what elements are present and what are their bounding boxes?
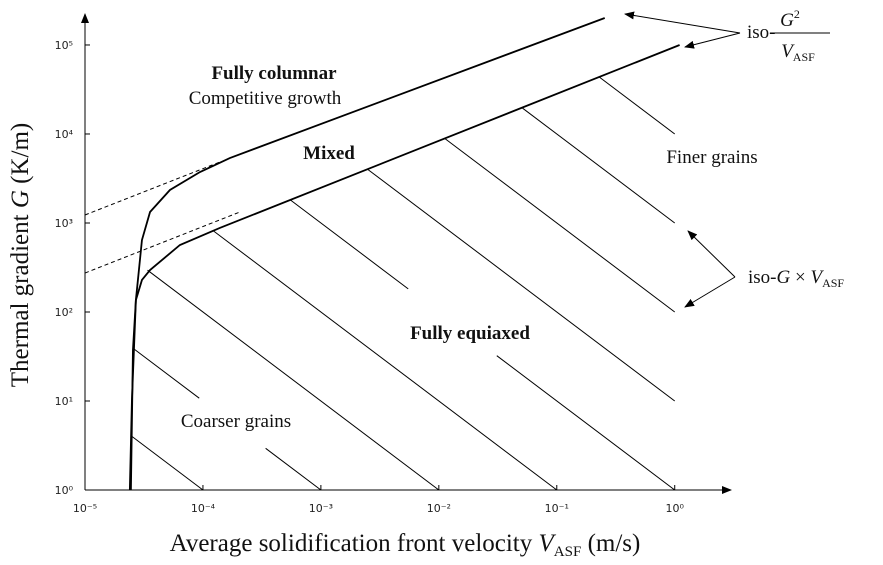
text: iso- bbox=[748, 267, 777, 288]
symbol: V bbox=[539, 530, 557, 557]
text: (K/m) bbox=[7, 123, 34, 190]
y-axis-label: Thermal gradient G (K/m) bbox=[7, 123, 34, 388]
annotation: Mixed bbox=[303, 143, 355, 164]
subscript: ASF bbox=[793, 50, 815, 64]
curve bbox=[130, 44, 680, 491]
curve bbox=[444, 137, 676, 313]
curve bbox=[213, 230, 558, 491]
x-tick-label: 10⁻⁵ bbox=[73, 502, 97, 515]
subscript: ASF bbox=[822, 276, 844, 290]
iso-denominator: VASF bbox=[781, 41, 815, 64]
curve bbox=[367, 169, 676, 402]
x-axis-label: Average solidification front velocity VA… bbox=[170, 530, 641, 560]
annotation: Finer grains bbox=[666, 147, 757, 168]
y-tick-label: 10² bbox=[55, 306, 73, 319]
arrow bbox=[687, 230, 736, 278]
curve bbox=[130, 435, 204, 491]
curve bbox=[84, 161, 220, 216]
x-tick-label: 10⁻² bbox=[427, 502, 451, 515]
symbol: V bbox=[810, 267, 824, 288]
symbol: G bbox=[780, 10, 794, 31]
text: Average solidification front velocity bbox=[170, 530, 539, 557]
curve bbox=[84, 211, 241, 274]
x-tick-label: 10⁻¹ bbox=[545, 502, 569, 515]
arrow bbox=[684, 32, 741, 49]
annotation: Competitive growth bbox=[189, 88, 342, 109]
iso-label: iso- bbox=[747, 22, 776, 43]
y-tick-label: 10⁴ bbox=[55, 128, 74, 141]
curve bbox=[522, 107, 676, 224]
arrow bbox=[624, 11, 741, 34]
curve bbox=[598, 76, 676, 135]
subscript: ASF bbox=[554, 544, 582, 560]
text: (m/s) bbox=[581, 530, 640, 557]
y-tick-label: 10¹ bbox=[55, 395, 73, 408]
symbol: G bbox=[7, 190, 34, 208]
curve bbox=[133, 348, 322, 491]
text: Thermal gradient bbox=[7, 208, 34, 387]
plot-area: 10⁻⁵ 10⁻⁴ 10⁻³ 10⁻² 10⁻¹ 10⁰ 10⁰ 10¹ 10² 10³ 10⁴ 10… bbox=[55, 17, 685, 515]
text: × bbox=[790, 267, 810, 288]
superscript: 2 bbox=[794, 7, 800, 21]
symbol: V bbox=[781, 41, 795, 62]
y-tick-label: 10⁵ bbox=[55, 39, 73, 52]
x-tick-label: 10⁻³ bbox=[309, 502, 333, 515]
x-tick-label: 10⁰ bbox=[666, 502, 685, 515]
annotation: Fully equiaxed bbox=[410, 323, 530, 344]
iso-numerator: G2 bbox=[780, 7, 800, 31]
arrow bbox=[684, 276, 736, 308]
annotation: Fully columnar bbox=[211, 63, 337, 84]
iso-label: iso-G × VASF bbox=[748, 267, 844, 290]
y-tick-label: 10⁰ bbox=[55, 484, 74, 497]
curve bbox=[289, 199, 676, 491]
annotation: Coarser grains bbox=[181, 411, 291, 432]
x-tick-label: 10⁻⁴ bbox=[191, 502, 216, 515]
curve bbox=[147, 269, 440, 491]
y-tick-label: 10³ bbox=[55, 217, 73, 230]
symbol: G bbox=[777, 267, 791, 288]
